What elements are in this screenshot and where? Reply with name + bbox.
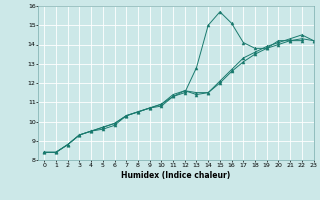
X-axis label: Humidex (Indice chaleur): Humidex (Indice chaleur) xyxy=(121,171,231,180)
